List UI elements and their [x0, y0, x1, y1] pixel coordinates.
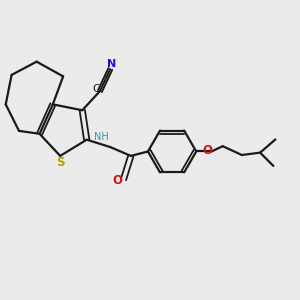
Text: C: C: [92, 84, 100, 94]
Text: O: O: [202, 144, 212, 157]
Text: NH: NH: [94, 132, 109, 142]
Text: O: O: [112, 173, 123, 187]
Text: S: S: [56, 156, 65, 169]
Text: N: N: [107, 59, 116, 69]
